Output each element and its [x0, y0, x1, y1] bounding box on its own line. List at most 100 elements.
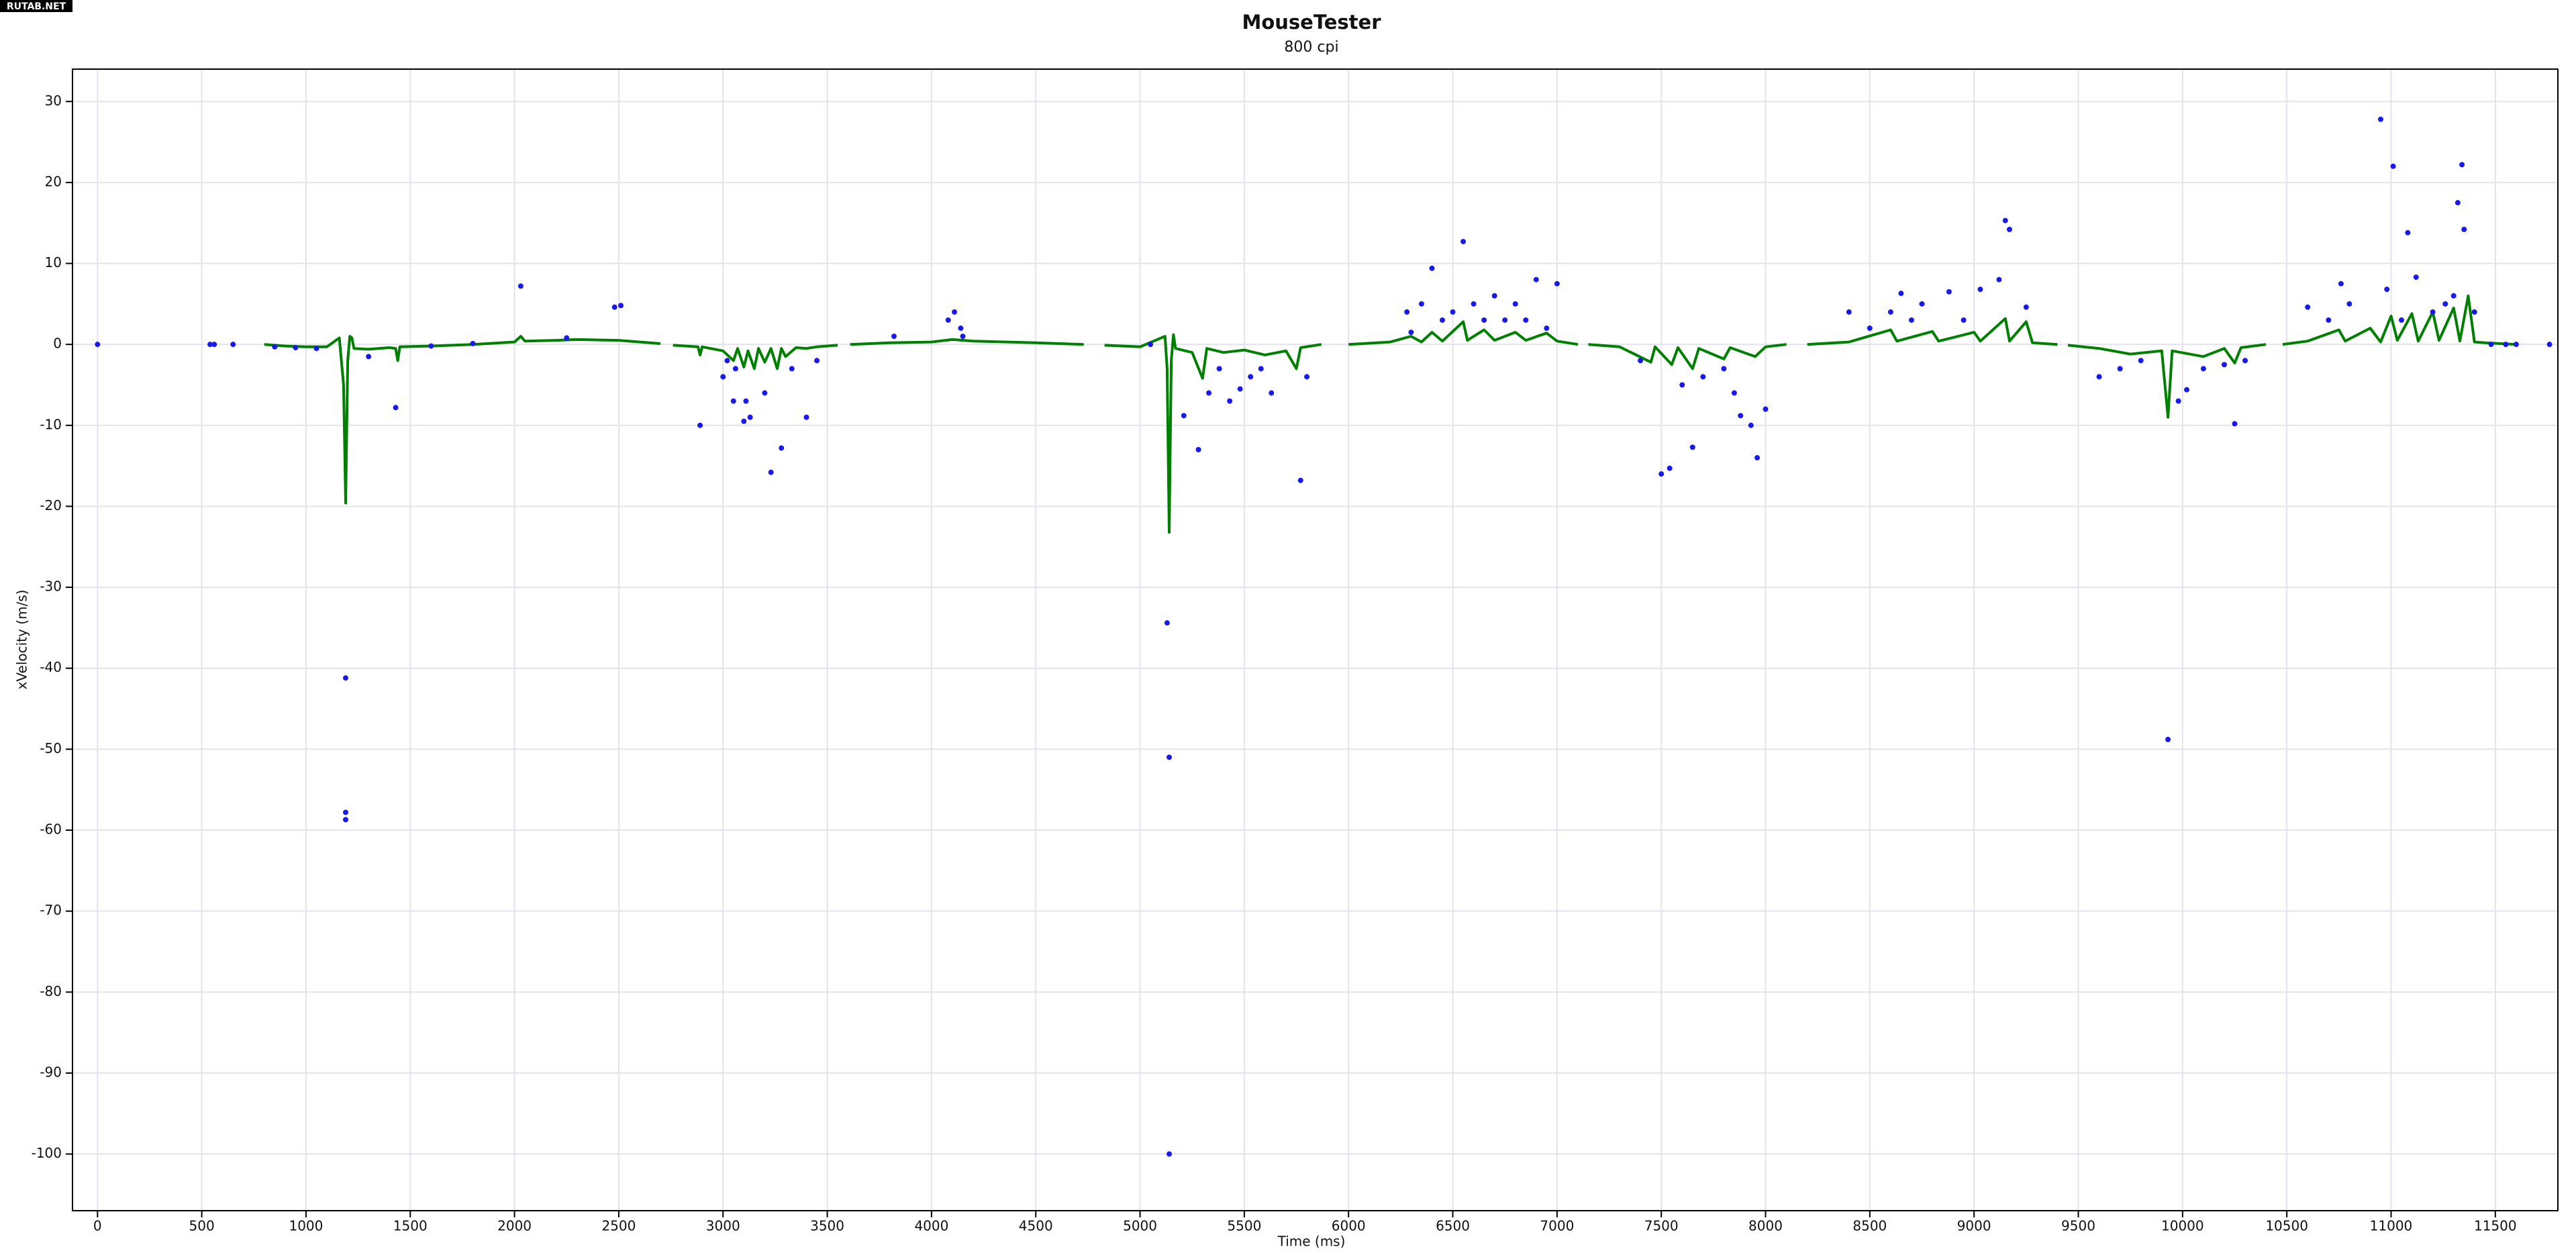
data-point — [1216, 366, 1222, 372]
data-point — [207, 342, 213, 348]
data-point — [1738, 413, 1744, 419]
data-point — [732, 366, 738, 372]
chart-subtitle: 800 cpi — [1284, 39, 1338, 56]
data-point — [342, 817, 348, 823]
x-tick-label: 6500 — [1436, 1218, 1470, 1234]
data-point — [1721, 366, 1727, 372]
y-tick-label: 20 — [45, 173, 62, 189]
data-point — [618, 303, 624, 309]
data-point — [564, 335, 570, 341]
x-tick-label: 2500 — [601, 1218, 636, 1234]
x-tick-label: 4000 — [914, 1218, 948, 1234]
data-point — [1919, 301, 1925, 307]
y-tick-label: -10 — [40, 416, 62, 432]
data-point — [1763, 406, 1769, 412]
x-tick-label: 8000 — [1748, 1218, 1783, 1234]
data-point — [1523, 317, 1529, 323]
data-point — [2461, 226, 2467, 232]
data-point — [1429, 265, 1435, 271]
data-point — [1304, 374, 1310, 380]
data-point — [2488, 342, 2494, 348]
data-point — [1658, 471, 1665, 477]
x-tick-label: 9000 — [1957, 1218, 1991, 1234]
data-point — [747, 414, 753, 420]
y-tick-label: -80 — [40, 983, 62, 999]
y-tick-label: -90 — [40, 1064, 62, 1080]
data-point — [1471, 301, 1477, 307]
x-tick-label: 10000 — [2161, 1218, 2204, 1234]
data-point — [960, 334, 966, 340]
data-point — [1491, 293, 1497, 299]
data-point — [1996, 276, 2002, 283]
y-tick-label: -50 — [40, 740, 62, 756]
data-point — [724, 358, 730, 364]
data-point — [1502, 317, 1508, 323]
data-point — [1867, 325, 1873, 332]
data-point — [2459, 162, 2465, 168]
data-point — [1460, 238, 1467, 244]
x-tick-label: 2000 — [497, 1218, 532, 1234]
data-point — [2338, 281, 2344, 287]
data-point — [779, 445, 785, 451]
data-point — [2430, 309, 2436, 315]
x-tick-label: 5500 — [1227, 1218, 1261, 1234]
data-point — [342, 675, 348, 681]
data-point — [2455, 200, 2461, 206]
data-point — [2006, 226, 2012, 232]
x-tick-label: 500 — [189, 1218, 215, 1234]
data-point — [1237, 386, 1243, 392]
data-point — [1248, 374, 1254, 380]
plot-frame — [72, 68, 2559, 1211]
data-point — [470, 340, 476, 346]
x-tick-label: 7000 — [1540, 1218, 1574, 1234]
data-point — [517, 283, 524, 289]
x-tick-label: 5000 — [1123, 1218, 1157, 1234]
data-point — [2546, 342, 2553, 348]
data-point — [1533, 276, 1539, 283]
data-point — [1898, 291, 1904, 297]
y-tick-label: 0 — [53, 336, 62, 352]
x-tick-label: 3500 — [810, 1218, 844, 1234]
data-point — [2242, 358, 2248, 364]
x-tick-label: 8500 — [1852, 1218, 1887, 1234]
data-point — [2450, 293, 2457, 299]
data-point — [1164, 620, 1170, 626]
data-point — [1404, 309, 1410, 315]
x-tick-label: 1500 — [393, 1218, 428, 1234]
data-point — [1689, 444, 1695, 450]
data-point — [945, 317, 951, 323]
chart-title: MouseTester — [1242, 11, 1381, 34]
data-point — [1418, 301, 1424, 307]
data-point — [720, 374, 726, 380]
data-point — [958, 325, 964, 332]
data-point — [1167, 754, 1173, 760]
data-point — [1439, 317, 1445, 323]
x-tick-label: 7500 — [1644, 1218, 1679, 1234]
x-tick-label: 1000 — [289, 1218, 323, 1234]
y-tick-label: 10 — [45, 254, 62, 270]
data-point — [2117, 366, 2123, 372]
data-point — [1408, 330, 1414, 336]
watermark: RUTAB.NET — [7, 1, 66, 12]
data-point — [741, 418, 747, 424]
y-tick-label: -30 — [40, 578, 62, 595]
data-point — [2503, 342, 2509, 348]
data-point — [2326, 317, 2332, 323]
data-point — [743, 398, 749, 404]
data-point — [2002, 217, 2008, 223]
data-point — [230, 342, 236, 348]
data-point — [2405, 230, 2411, 236]
y-tick-label: 30 — [45, 93, 62, 109]
data-point — [1961, 317, 1967, 323]
data-point — [789, 366, 795, 372]
data-line — [264, 294, 2517, 534]
x-tick-label: 9500 — [2061, 1218, 2095, 1234]
data-point — [1748, 422, 1754, 428]
data-point — [2471, 309, 2477, 315]
data-point — [1887, 309, 1893, 315]
data-point — [2184, 387, 2190, 393]
data-point — [814, 358, 820, 364]
data-point — [95, 342, 101, 348]
x-axis-label: Time (ms) — [1277, 1233, 1346, 1250]
